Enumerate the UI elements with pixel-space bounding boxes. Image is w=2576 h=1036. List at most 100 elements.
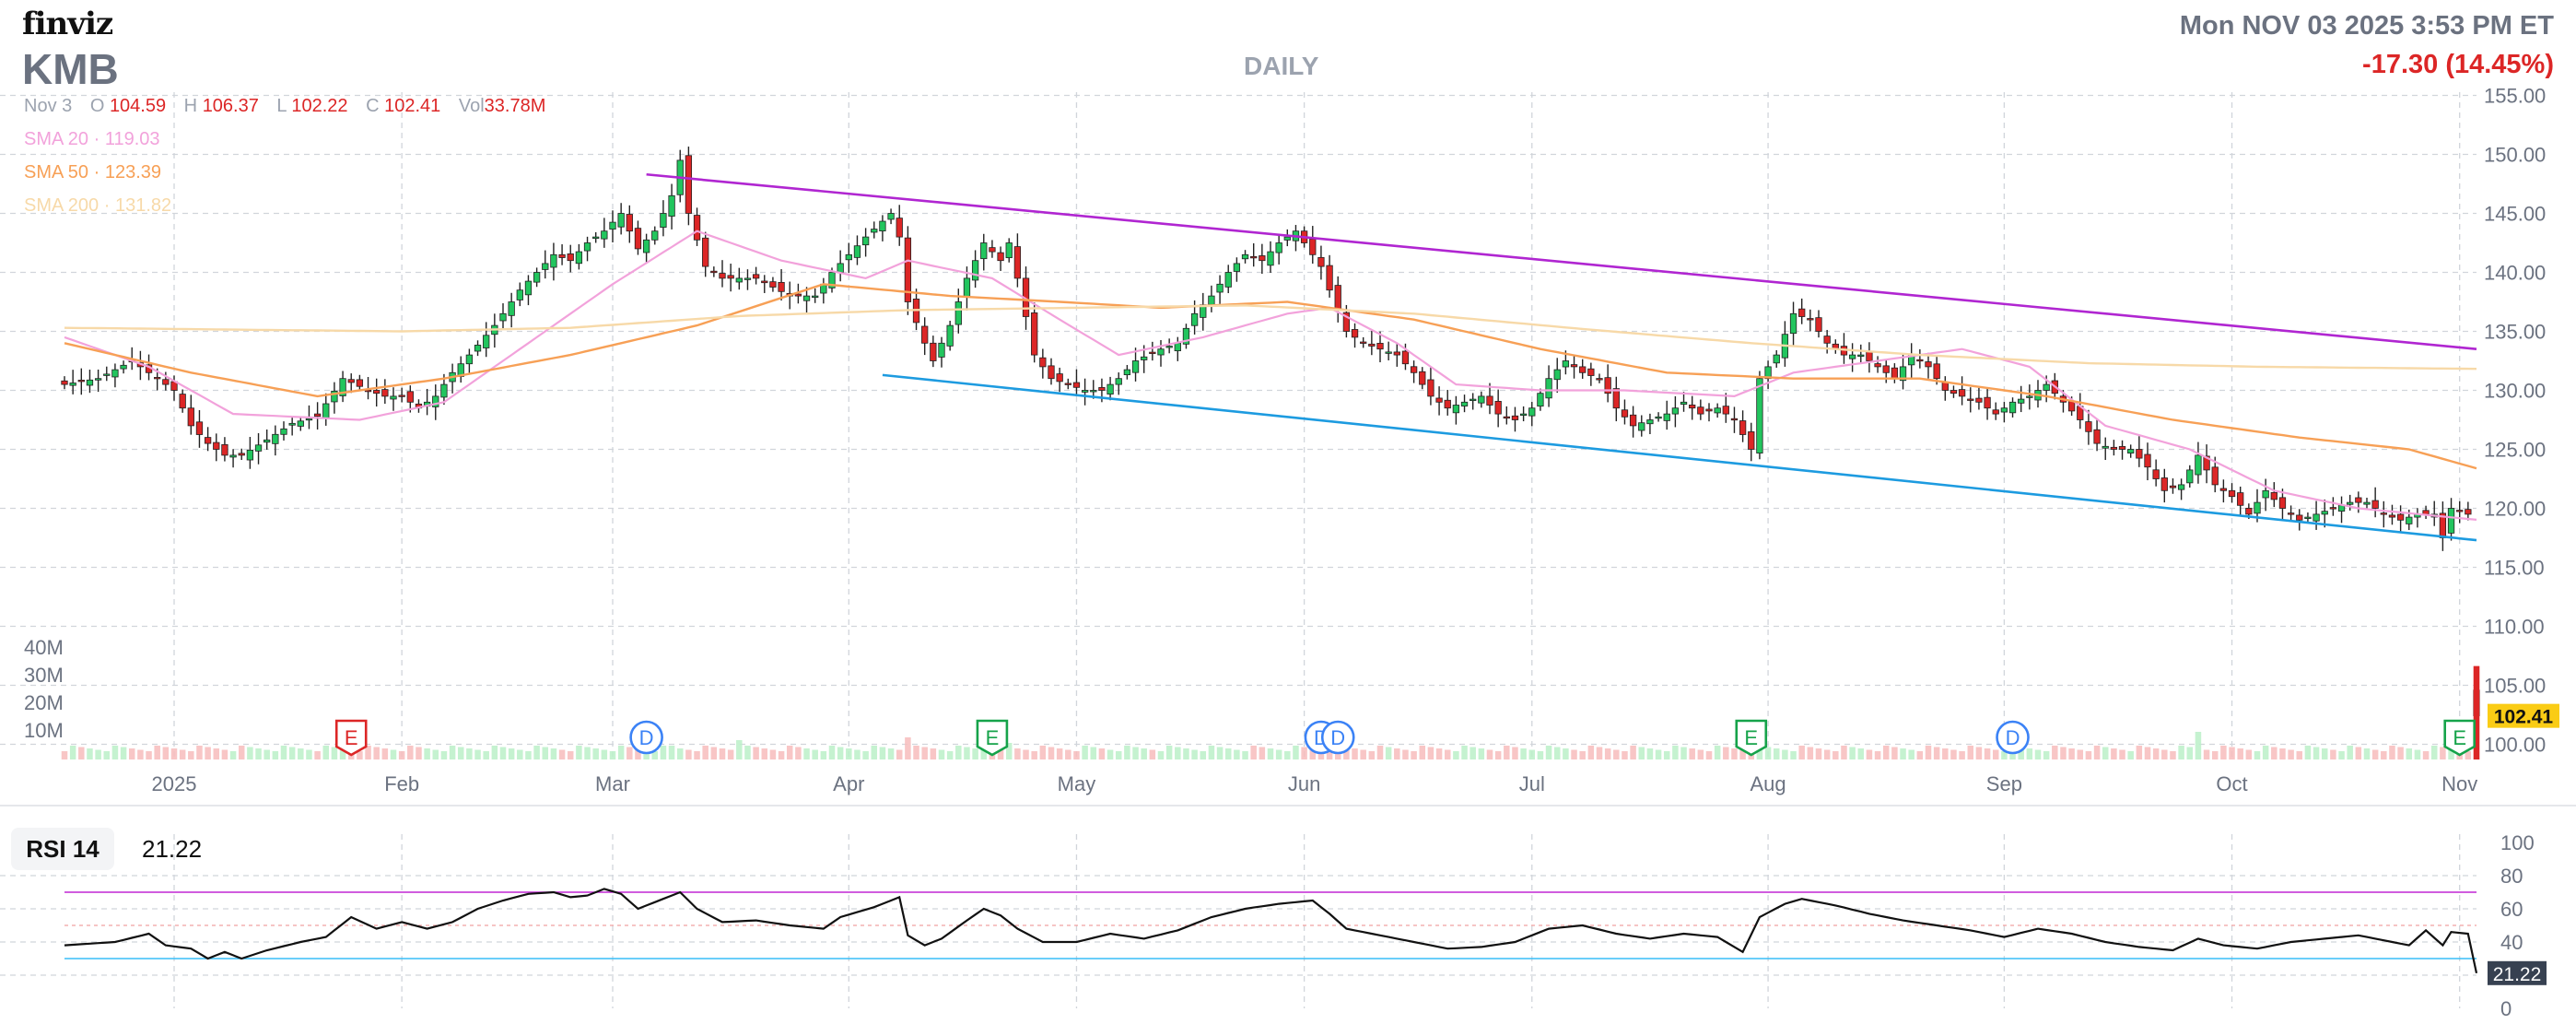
volume-bar <box>2186 747 2194 759</box>
price-tick-label: 120.00 <box>2484 498 2546 521</box>
candle-body <box>583 242 591 252</box>
candle-body <box>1663 413 1670 421</box>
candle-body <box>2347 501 2354 505</box>
candle-body <box>1722 406 1729 415</box>
candle-body <box>2110 446 2118 450</box>
volume-bar <box>154 746 160 759</box>
candle-body <box>221 443 228 456</box>
candle-body <box>971 260 979 281</box>
timeframe-label[interactable]: DAILY <box>1244 52 1319 80</box>
volume-bar <box>440 751 448 759</box>
volume-bar <box>2304 746 2312 759</box>
volume-bar <box>871 746 878 759</box>
volume-bar <box>1115 751 1122 759</box>
candle-body <box>558 253 566 258</box>
volume-bar <box>2127 751 2134 759</box>
sma50-legend[interactable]: SMA 50 · 123.39 <box>24 162 161 183</box>
candle-body <box>685 155 693 214</box>
sma200-legend[interactable]: SMA 200 · 131.82 <box>24 195 171 217</box>
volume-bar <box>483 751 489 759</box>
volume-bar <box>373 747 380 759</box>
candle-body <box>1131 360 1140 373</box>
candle-body <box>1646 419 1654 425</box>
volume-bar <box>2313 747 2320 759</box>
sma20-legend[interactable]: SMA 20 · 119.03 <box>24 129 160 150</box>
volume-bar <box>1309 748 1317 759</box>
volume-bar <box>221 749 228 759</box>
volume-bar <box>2178 746 2184 759</box>
volume-bar <box>322 746 330 759</box>
rsi-indicator-label[interactable]: RSI 14 <box>11 828 114 870</box>
candle-body <box>2169 485 2177 489</box>
candle-body <box>1579 366 1587 373</box>
volume-bar <box>1967 746 1974 759</box>
volume-bar <box>381 748 389 759</box>
volume-bar <box>702 746 708 759</box>
candle-body <box>1764 366 1772 380</box>
volume-bar <box>365 746 371 759</box>
volume-bar <box>1098 748 1106 759</box>
candle-body <box>398 394 405 397</box>
candle-body <box>1317 256 1325 267</box>
candle-body <box>162 379 170 385</box>
time-tick-label: Aug <box>1750 772 1786 795</box>
candle-body <box>1090 390 1097 393</box>
candle-body <box>954 301 962 325</box>
ticker-symbol: KMB <box>22 45 119 93</box>
volume-bar <box>2271 747 2277 759</box>
volume-bar <box>1141 748 1147 759</box>
volume-bar <box>2371 749 2379 759</box>
candle-body <box>2237 492 2244 506</box>
volume-bar <box>146 751 152 759</box>
candle-body <box>229 454 237 458</box>
candle-body <box>305 418 313 421</box>
volume-bar <box>1368 751 1376 759</box>
volume-bar <box>1874 751 1881 759</box>
volume-bar <box>2018 747 2024 759</box>
volume-bar <box>887 748 895 759</box>
volume-bar <box>1680 747 1687 759</box>
candle-body <box>634 228 642 250</box>
volume-bar <box>1537 751 1544 759</box>
candle-body <box>2287 512 2295 515</box>
volume-bar <box>812 749 818 759</box>
open-value: 104.59 <box>109 96 167 116</box>
volume-bar <box>668 746 675 759</box>
candle-body <box>103 373 111 376</box>
volume-bar <box>1023 749 1029 759</box>
volume-bar <box>980 749 988 759</box>
candle-body <box>887 213 895 220</box>
volume-bar <box>2119 749 2125 759</box>
volume-bar <box>1832 751 1839 759</box>
volume-bar <box>744 746 751 759</box>
candle-body <box>2329 507 2337 510</box>
volume-bar <box>432 749 439 759</box>
finviz-logo[interactable]: finviz <box>22 6 113 42</box>
candle-body <box>86 379 94 386</box>
volume-bar <box>205 747 211 759</box>
candle-body <box>1570 364 1578 368</box>
volume-bar <box>1259 747 1266 759</box>
candle-body <box>1562 360 1570 368</box>
candle-body <box>1393 351 1400 356</box>
volume-bar <box>1672 746 1679 759</box>
volume-bar <box>1275 749 1282 759</box>
candle-body <box>1309 239 1317 255</box>
volume-bar <box>1175 747 1181 759</box>
candle-body <box>1208 295 1215 306</box>
volume-bar <box>584 747 591 759</box>
volume-bar <box>542 747 549 759</box>
candle-body <box>2203 455 2210 471</box>
candle-body <box>1401 350 1410 365</box>
volume-bar <box>1900 748 1906 759</box>
volume-bar <box>946 751 954 759</box>
candle-body <box>769 281 777 288</box>
candle-body <box>533 272 541 283</box>
candle-body <box>1241 253 1249 260</box>
price-tick-label: 110.00 <box>2484 616 2545 639</box>
candle-body <box>2228 489 2236 498</box>
volume-bar <box>78 747 85 759</box>
volume-bar <box>61 751 68 759</box>
candle-body <box>179 394 186 409</box>
